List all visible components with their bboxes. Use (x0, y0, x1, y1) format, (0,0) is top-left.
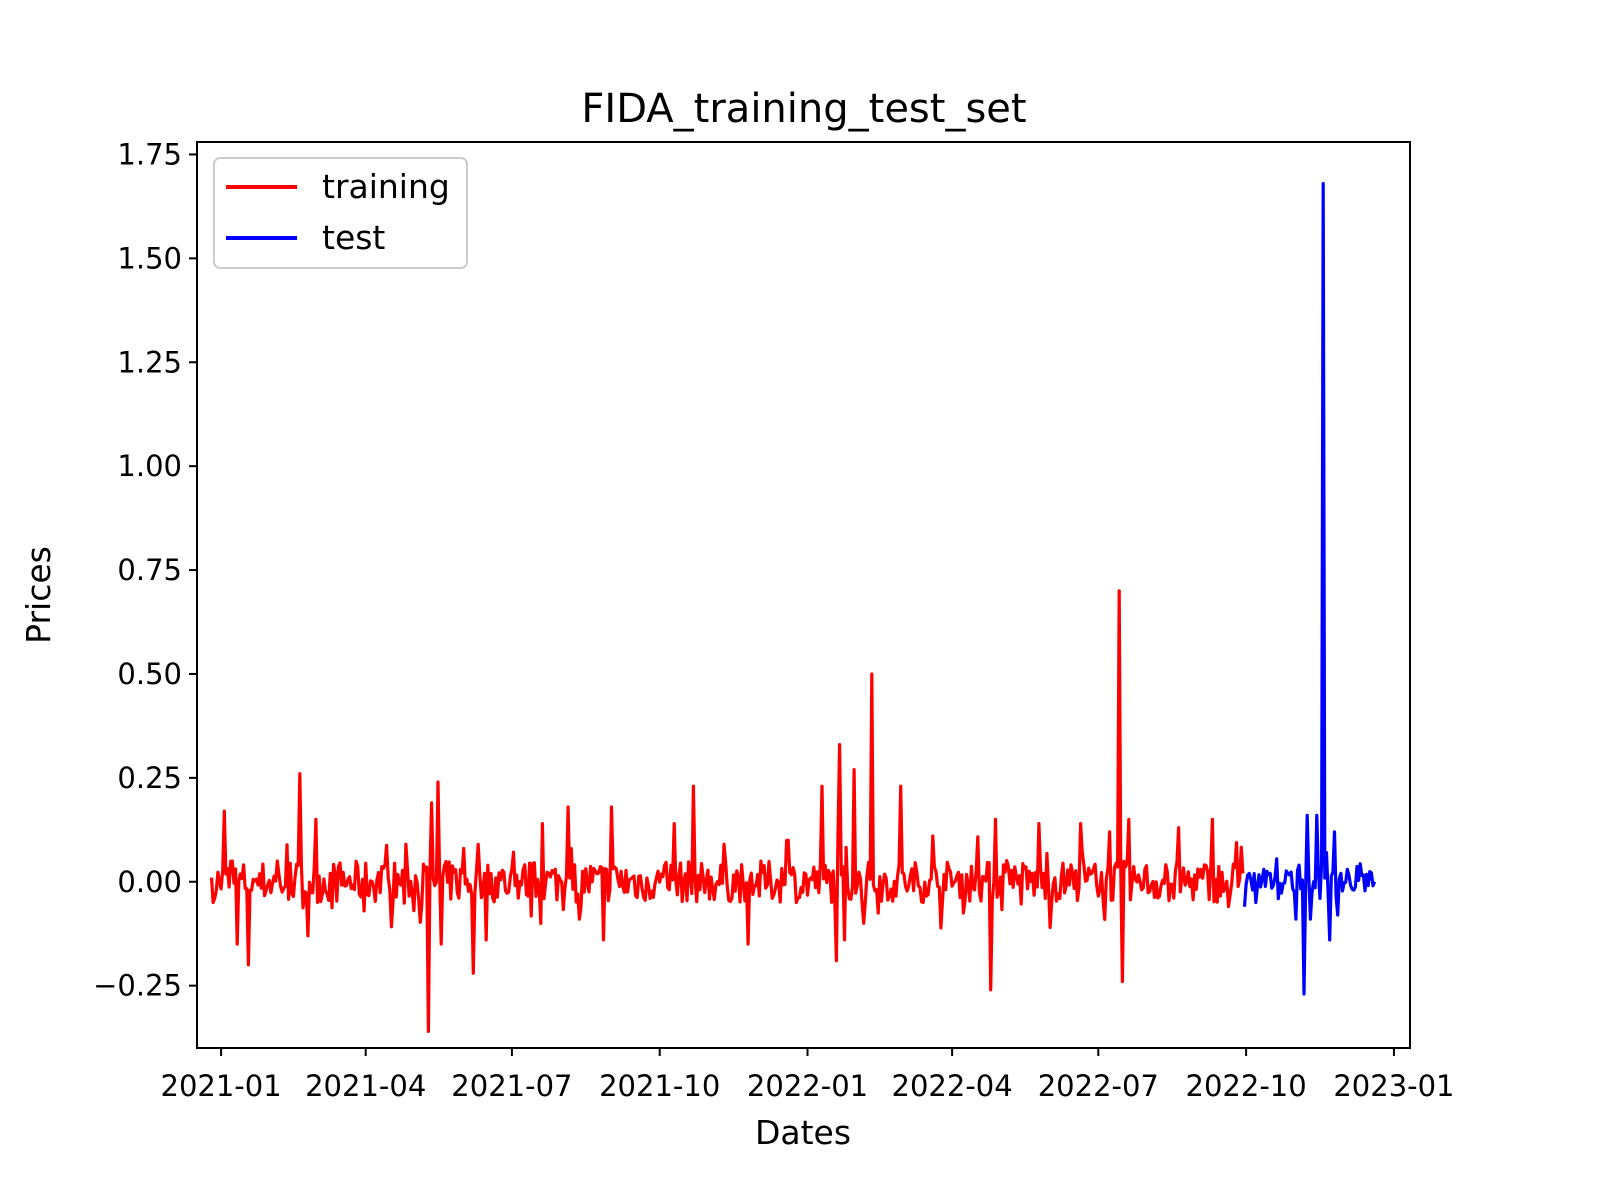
x-tick-label: 2021-01 (161, 1069, 282, 1103)
plot-area (209, 182, 1377, 1034)
y-tick-label: 0.00 (117, 865, 182, 899)
y-tick-label: 1.50 (117, 241, 182, 275)
x-tick-label: 2023-01 (1333, 1069, 1454, 1103)
y-tick-label: 0.75 (117, 553, 182, 587)
legend: training test (213, 157, 468, 269)
y-tick-label: 1.25 (117, 345, 182, 379)
x-tick-label: 2021-10 (599, 1069, 720, 1103)
axis-ticks: 2021-01 2021-04 2021-07 2021-10 2022-01 2022-… (93, 137, 1454, 1103)
x-tick-label: 2022-04 (892, 1069, 1013, 1103)
legend-label-test: test (322, 218, 385, 257)
series-line-training (209, 589, 1245, 1034)
y-tick-label: 1.00 (117, 449, 182, 483)
chart-title: FIDA_training_test_set (581, 86, 1026, 132)
y-tick-label: −0.25 (93, 969, 182, 1003)
x-tick-label: 2021-07 (451, 1069, 572, 1103)
y-tick-label: 1.75 (117, 137, 182, 171)
x-axis-label: Dates (755, 1113, 851, 1152)
series-line-test (1242, 182, 1377, 996)
x-tick-label: 2022-10 (1186, 1069, 1307, 1103)
y-axis-label: Prices (19, 546, 58, 644)
x-tick-label: 2022-01 (747, 1069, 868, 1103)
y-tick-label: 0.25 (117, 761, 182, 795)
axes-frame (196, 141, 1411, 1049)
x-tick-label: 2021-04 (305, 1069, 426, 1103)
y-tick-label: 0.50 (117, 657, 182, 691)
x-tick-label: 2022-07 (1038, 1069, 1159, 1103)
legend-label-training: training (322, 167, 450, 206)
